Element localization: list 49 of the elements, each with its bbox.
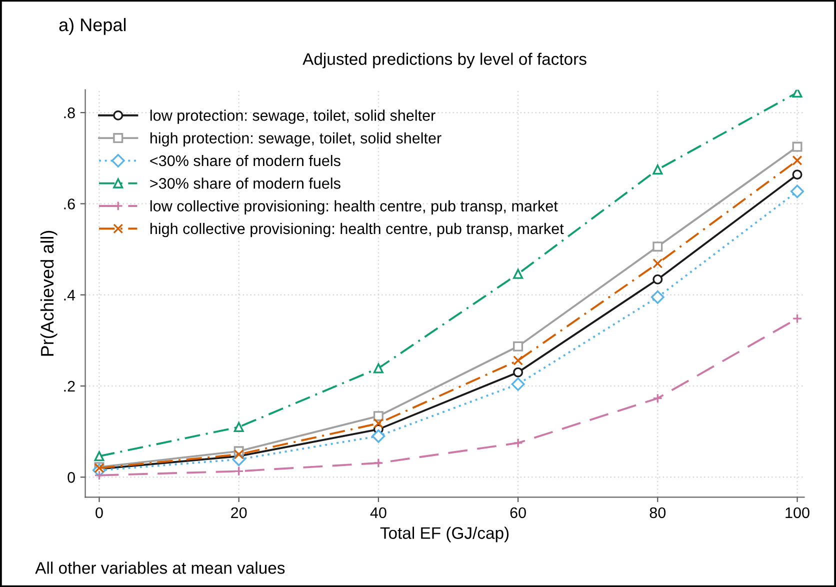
point: [94, 451, 104, 462]
y-axis-title: Pr(Achieved all): [40, 230, 58, 356]
point: [652, 242, 663, 252]
point: [513, 341, 524, 352]
point: [652, 258, 663, 268]
point: [513, 355, 524, 366]
y-tick-label: 0: [68, 472, 75, 483]
x-tick-label: 80: [650, 507, 666, 518]
point: [792, 155, 802, 166]
legend-label: high collective provisioning: health centre, pub transp, market: [150, 222, 564, 238]
x-tick-label: 100: [786, 507, 810, 518]
chart-title: Adjusted predictions by level of factors: [302, 52, 586, 68]
y-tick-label: .8: [64, 107, 75, 118]
point: [372, 429, 386, 443]
point: [234, 422, 244, 432]
point: [792, 170, 802, 180]
legend-label: low protection: sewage, toilet, solid shelter: [150, 110, 436, 124]
point: [513, 367, 524, 378]
legend-label: <30% share of modern fuels: [150, 154, 340, 166]
y-tick-label: .4: [64, 290, 76, 300]
point: [234, 466, 244, 476]
point: [373, 418, 384, 428]
y-tick-label: .6: [64, 198, 75, 210]
point: [373, 411, 384, 422]
point: [513, 268, 524, 279]
x-tick-label: 60: [510, 507, 526, 518]
point: [792, 90, 802, 98]
point: [373, 363, 384, 374]
text: All other variables at mean values: [35, 562, 285, 574]
legend-label: low collective provisioning: health centre, pub transp, market: [150, 200, 558, 214]
chart-subtitle: a) Nepal: [59, 18, 126, 35]
legend-label: high protection: sewage, toilet, solid shelter: [150, 132, 442, 147]
point: [790, 184, 804, 198]
x-axis-title: Total EF (GJ/cap): [380, 526, 509, 542]
point: [511, 377, 525, 391]
point: [652, 393, 663, 404]
y-tick-label: .2: [64, 380, 75, 392]
point: [373, 458, 384, 468]
legend-label: >30% share of modern fuels: [150, 178, 340, 189]
point: [650, 290, 664, 304]
point: [792, 142, 802, 152]
point: [652, 274, 663, 284]
x-tick-label: 0: [96, 507, 103, 518]
x-tick-label: 40: [370, 507, 386, 518]
point: [652, 164, 663, 175]
x-tick-label: 20: [231, 507, 247, 518]
point: [513, 438, 524, 448]
point: [792, 314, 802, 324]
point: [94, 470, 104, 480]
